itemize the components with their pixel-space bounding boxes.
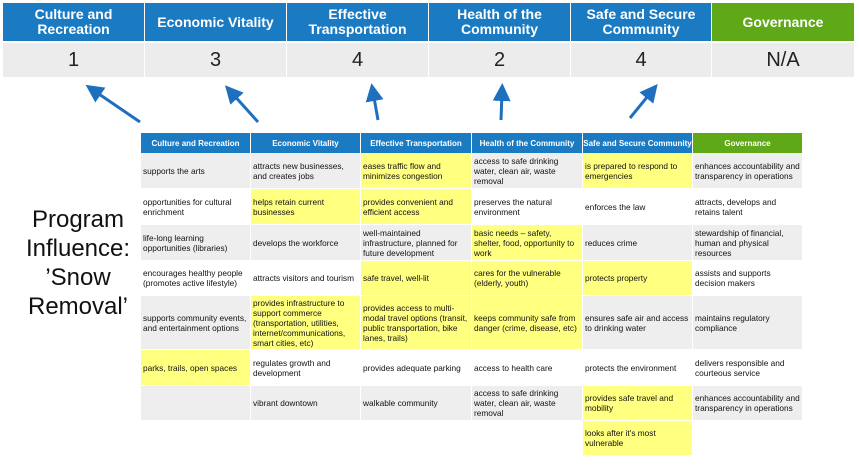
summary-header: Safe and Secure Community [571,3,712,41]
summary-score: 1 [3,43,145,77]
arrow-icon [365,83,384,121]
table-header: Governance [693,133,803,153]
table-cell: keeps community safe from danger (crime,… [472,296,583,350]
table-cell: safe travel, well-lit [361,261,472,296]
summary-header: Effective Transportation [287,3,429,41]
table-cell: assists and supports decision makers [693,261,803,296]
table-cell: reduces crime [583,225,693,261]
arrow-icon [628,84,658,119]
table-cell [141,421,251,456]
table-cell: enhances accountability and transparency… [693,153,803,189]
table-cell: helps retain current businesses [251,189,361,225]
table-cell: access to safe drinking water, clean air… [472,386,583,421]
summary-score: 3 [145,43,287,77]
arrow-icon [85,84,141,124]
score-summary: Culture and Recreation Economic Vitality E… [3,3,855,77]
table-cell [693,421,803,456]
summary-header: Culture and Recreation [3,3,145,41]
table-cell: walkable community [361,386,472,421]
table-cell: delivers responsible and courteous servi… [693,350,803,386]
summary-score: 4 [287,43,429,77]
table-cell: regulates growth and development [251,350,361,386]
table-cell: protects the environment [583,350,693,386]
table-header: Economic Vitality [251,133,361,153]
table-cell: is prepared to respond to emergencies [583,153,693,189]
summary-header: Health of the Community [429,3,571,41]
table-cell: opportunities for cultural enrichment [141,189,251,225]
table-cell: attracts new businesses, and creates job… [251,153,361,189]
table-cell: encourages healthy people (promotes acti… [141,261,251,296]
table-cell: looks after it's most vulnerable [583,421,693,456]
table-cell: preserves the natural environment [472,189,583,225]
table-cell: attracts, develops and retains talent [693,189,803,225]
table-cell: stewardship of financial, human and phys… [693,225,803,261]
table-header: Health of the Community [472,133,583,153]
summary-header: Governance [712,3,855,41]
table-header: Effective Transportation [361,133,472,153]
table-cell [472,421,583,456]
table-header: Safe and Secure Community [583,133,693,153]
table-cell: supports the arts [141,153,251,189]
table-cell: life-long learning opportunities (librar… [141,225,251,261]
table-cell: supports community events, and entertain… [141,296,251,350]
table-cell: ensures safe air and access to drinking … [583,296,693,350]
summary-header: Economic Vitality [145,3,287,41]
table-cell [251,421,361,456]
table-cell: provides adequate parking [361,350,472,386]
table-cell: access to safe drinking water, clean air… [472,153,583,189]
arrow-icon [224,85,260,124]
table-cell: well-maintained infrastructure, planned … [361,225,472,261]
table-cell: parks, trails, open spaces [141,350,251,386]
table-cell: eases traffic flow and minimizes congest… [361,153,472,189]
table-cell: enhances accountability and transparency… [693,386,803,421]
program-influence-label: Program Influence: ’Snow Removal’ [25,206,131,320]
table-cell [361,421,472,456]
table-cell: cares for the vulnerable (elderly, youth… [472,261,583,296]
summary-score: N/A [712,43,855,77]
arrow-icon [492,83,511,121]
summary-score: 2 [429,43,571,77]
table-cell: provides access to multi-modal travel op… [361,296,472,350]
table-cell: attracts visitors and tourism [251,261,361,296]
table-cell: provides safe travel and mobility [583,386,693,421]
table-cell: protects property [583,261,693,296]
table-cell: access to health care [472,350,583,386]
table-cell: develops the workforce [251,225,361,261]
summary-score: 4 [571,43,712,77]
table-cell [141,386,251,421]
table-cell: maintains regulatory compliance [693,296,803,350]
table-cell: enforces the law [583,189,693,225]
influence-table: Culture and Recreation Economic Vitality E… [141,133,803,456]
table-header: Culture and Recreation [141,133,251,153]
table-cell: vibrant downtown [251,386,361,421]
table-cell: provides convenient and efficient access [361,189,472,225]
table-cell: provides infrastructure to support comme… [251,296,361,350]
table-cell: basic needs – safety, shelter, food, opp… [472,225,583,261]
